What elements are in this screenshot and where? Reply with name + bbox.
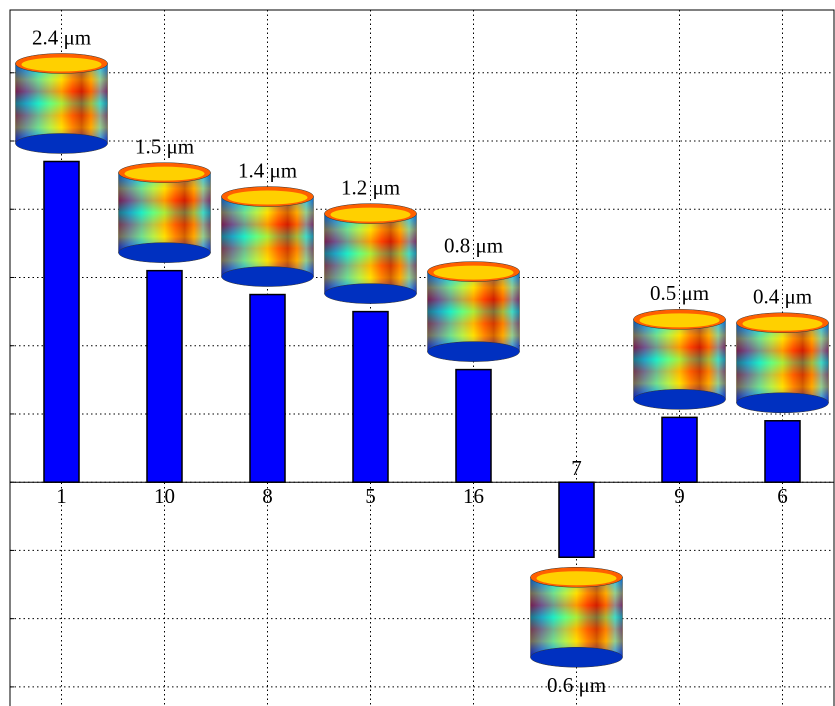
annotation: 1.5 μm bbox=[135, 134, 194, 158]
annotation: 0.8 μm bbox=[444, 233, 503, 257]
shape-band bbox=[15, 63, 108, 144]
shape-bottom bbox=[221, 266, 314, 287]
shape-top-inner bbox=[433, 265, 514, 280]
x-tick-label: 10 bbox=[154, 484, 175, 508]
shape-bottom bbox=[736, 392, 829, 414]
annotation: 0.5 μm bbox=[650, 281, 709, 305]
x-tick-label: 8 bbox=[262, 484, 273, 508]
shape-bottom bbox=[15, 133, 108, 154]
shape-top-inner bbox=[227, 190, 308, 205]
annotation: 1.2 μm bbox=[341, 175, 400, 199]
shape-top-inner bbox=[639, 313, 720, 328]
mode-shape bbox=[118, 162, 211, 263]
shape-band bbox=[324, 213, 417, 294]
shape-bottom bbox=[427, 341, 520, 362]
annotation: 2.4 μm bbox=[32, 25, 91, 49]
annotation: 0.4 μm bbox=[753, 285, 812, 309]
mode-shape bbox=[736, 312, 829, 414]
shape-band bbox=[221, 196, 314, 277]
shape-top-inner bbox=[124, 166, 205, 181]
shape-band bbox=[118, 172, 211, 253]
annotation: 0.6 μm bbox=[547, 673, 606, 697]
shape-band bbox=[736, 322, 829, 403]
bar bbox=[249, 293, 286, 483]
shape-band bbox=[633, 319, 726, 400]
bar bbox=[455, 368, 492, 483]
shape-bottom bbox=[530, 646, 623, 668]
bar bbox=[146, 269, 183, 483]
shape-band bbox=[530, 577, 623, 658]
mode-shape bbox=[530, 566, 623, 668]
bar bbox=[661, 416, 698, 483]
shape-band bbox=[427, 271, 520, 352]
x-tick-label: 16 bbox=[463, 484, 484, 508]
shape-top-inner bbox=[21, 57, 102, 72]
x-tick-label: 5 bbox=[365, 484, 376, 508]
mode-shape bbox=[324, 203, 417, 304]
x-tick-label: 7 bbox=[571, 456, 582, 480]
mode-shape bbox=[15, 53, 108, 154]
bar bbox=[43, 160, 80, 483]
annotation: 1.4 μm bbox=[238, 158, 297, 182]
shape-bottom bbox=[118, 242, 211, 263]
x-tick-label: 6 bbox=[777, 484, 788, 508]
shape-bottom bbox=[633, 389, 726, 410]
bar bbox=[558, 481, 595, 558]
shape-top-inner bbox=[536, 571, 617, 586]
plot-frame bbox=[9, 9, 835, 706]
mode-shape bbox=[427, 261, 520, 362]
shape-bottom bbox=[324, 283, 417, 304]
mode-shape bbox=[633, 309, 726, 410]
bar bbox=[764, 420, 801, 483]
bar bbox=[352, 310, 389, 483]
mode-shape bbox=[221, 186, 314, 287]
x-tick-label: 9 bbox=[674, 484, 685, 508]
x-tick-label: 1 bbox=[56, 484, 67, 508]
shape-top-inner bbox=[330, 207, 411, 222]
shape-top-inner bbox=[742, 316, 823, 331]
